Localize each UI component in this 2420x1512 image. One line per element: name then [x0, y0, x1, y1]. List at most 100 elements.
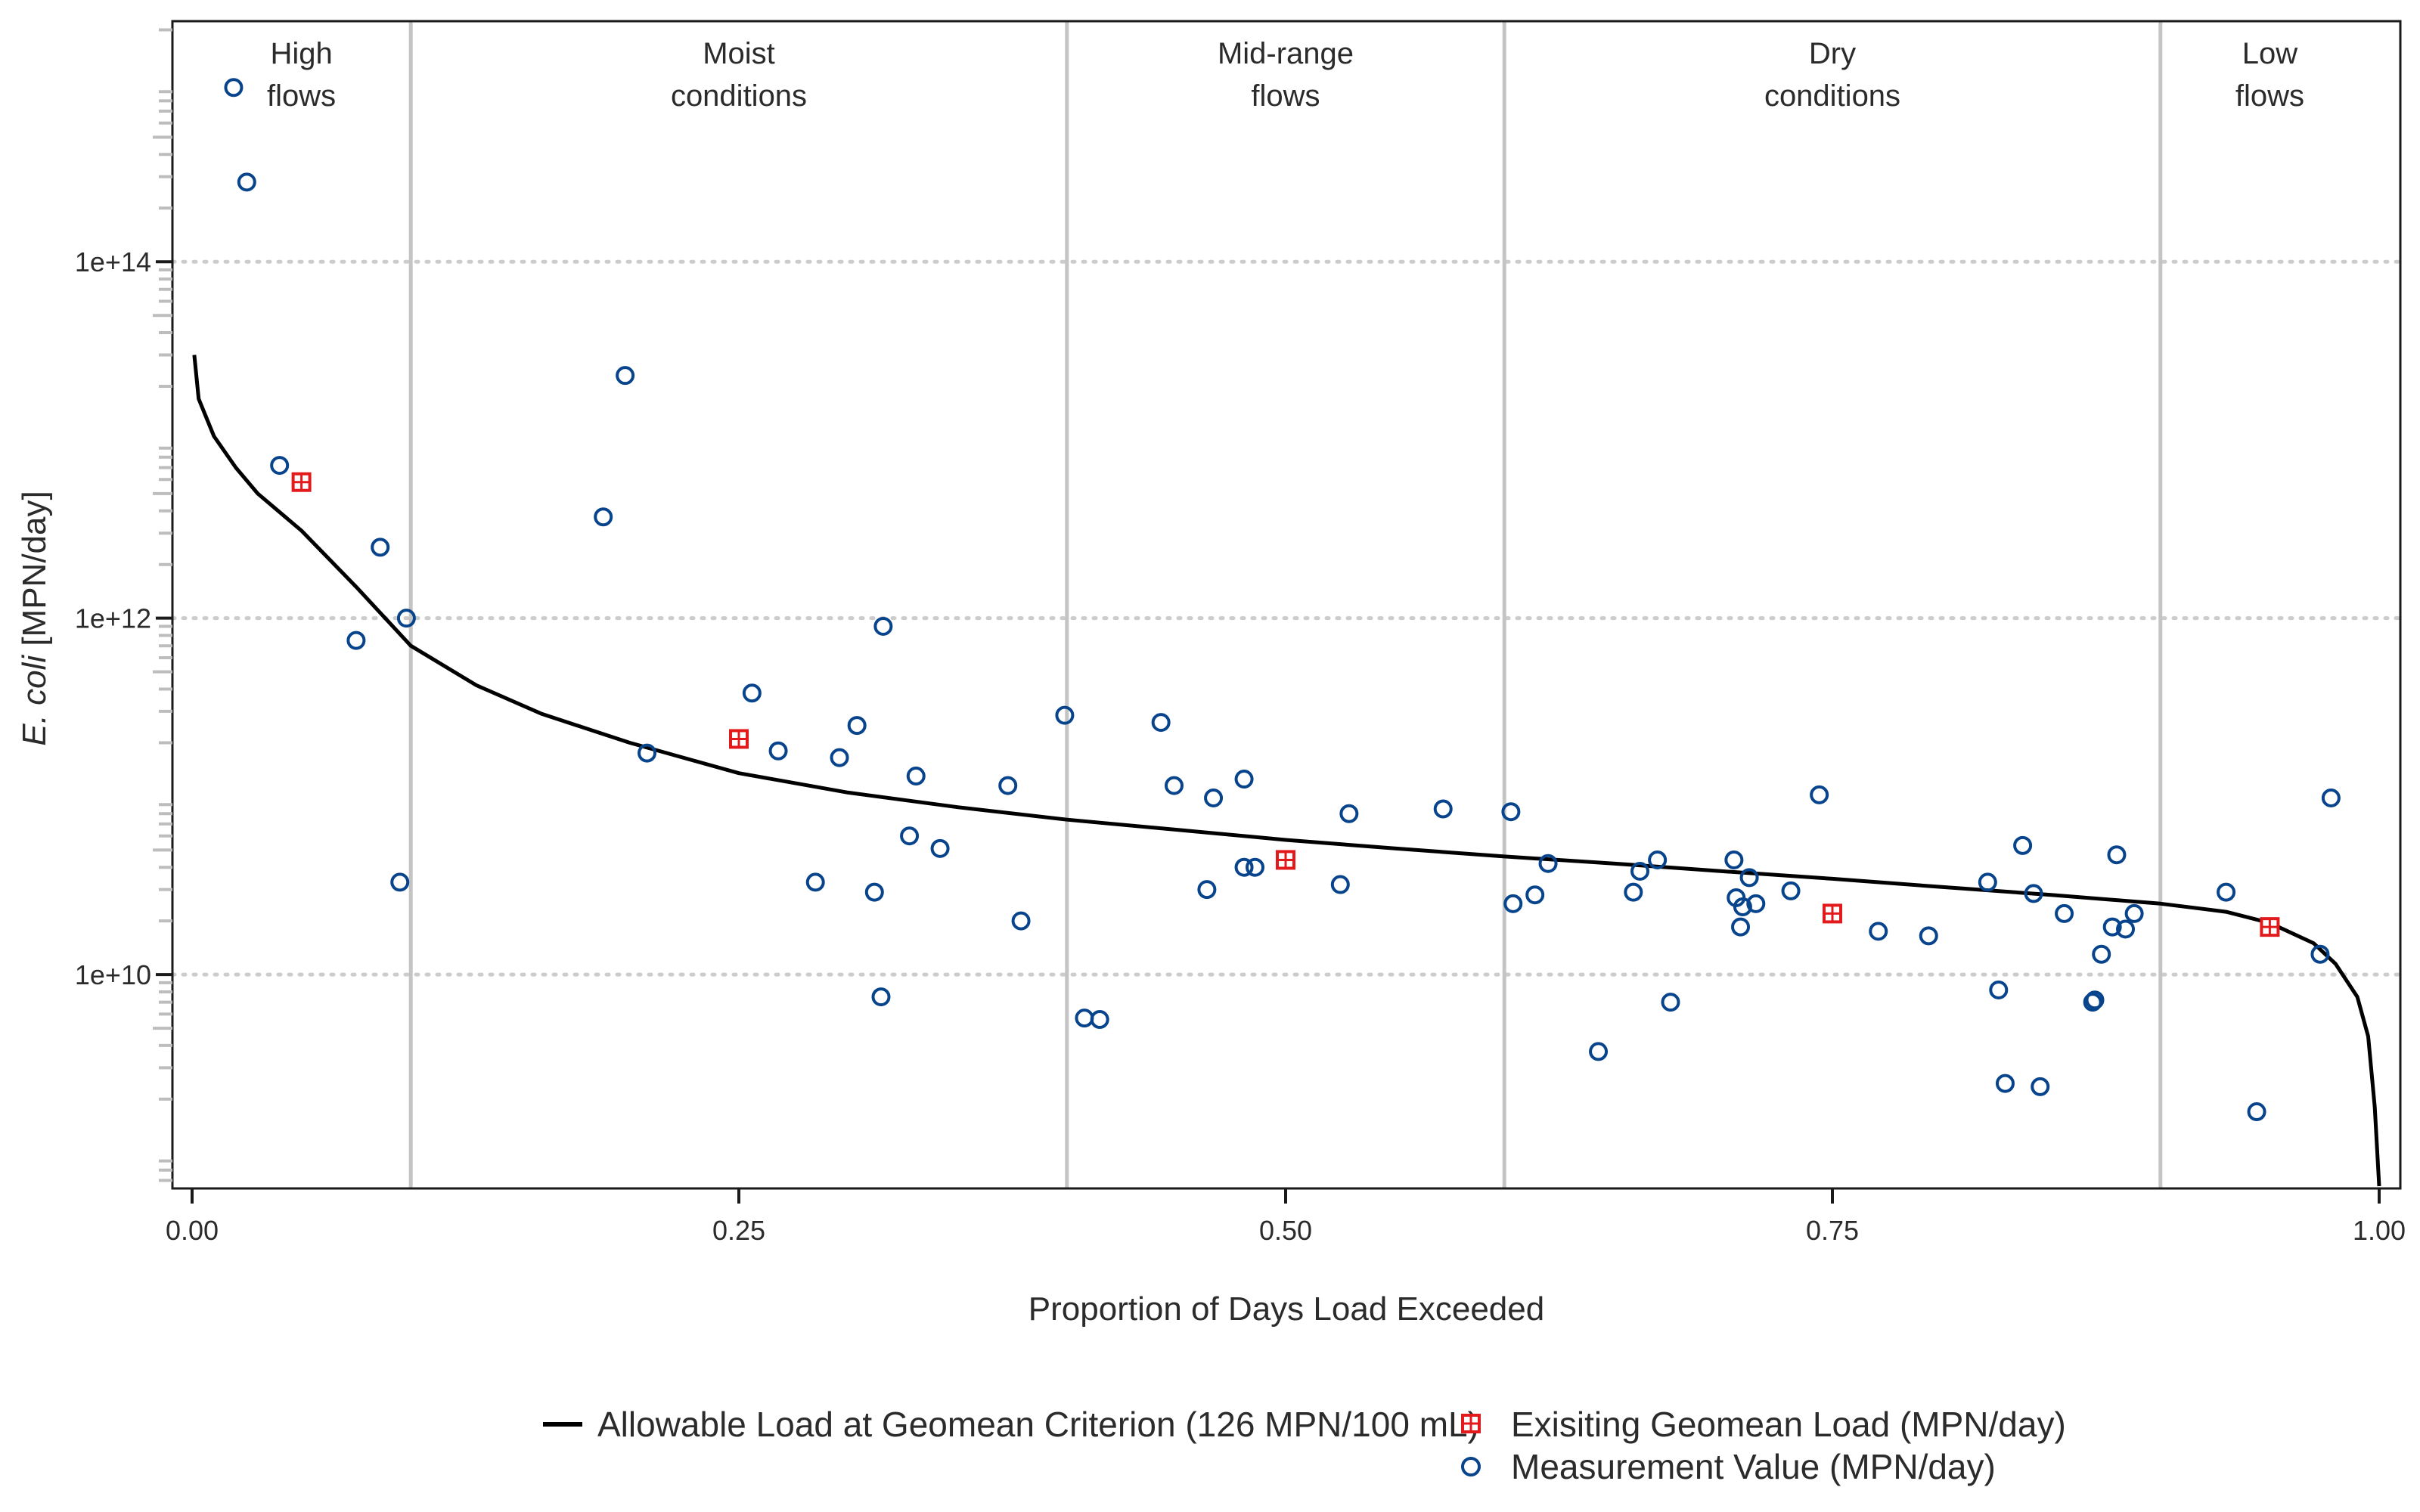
measurement-point	[1330, 875, 1350, 894]
flow-zone-label-line2: flows	[2235, 79, 2304, 113]
flow-zone-label-line2: conditions	[1764, 79, 1900, 113]
flow-zone-label-line2: flows	[1251, 79, 1320, 113]
measurement-point	[2124, 903, 2144, 923]
x-tick-label: 0.50	[1259, 1215, 1312, 1246]
legend-square-swatch	[1461, 1414, 1481, 1433]
measurement-point	[2092, 944, 2111, 964]
measurement-point	[1151, 713, 1171, 733]
measurement-point	[1731, 917, 1751, 937]
flow-zone-label: Mid-range flows	[1218, 37, 1354, 113]
measurement-point	[847, 716, 867, 736]
flow-zone-label: Moist conditions	[671, 37, 807, 113]
geomean-marker	[1823, 903, 1842, 924]
measurement-point	[864, 882, 884, 902]
geomean-marker	[729, 729, 749, 749]
legend: Allowable Load at Geomean Criterion (126…	[543, 1405, 2066, 1486]
measurement-point	[1989, 980, 2009, 999]
measurement-point	[1246, 857, 1265, 877]
flow-zone-label-line2: conditions	[671, 79, 807, 113]
x-tick-label: 0.25	[712, 1215, 765, 1246]
flow-zone-label-line1: High	[270, 37, 332, 70]
measurement-point	[2024, 884, 2043, 903]
measurement-point	[2102, 917, 2122, 937]
measurement-point	[906, 767, 926, 786]
flow-zone-label: Low flows	[2235, 37, 2304, 113]
measurement-point	[2085, 990, 2105, 1010]
measurement-point	[1234, 857, 1254, 877]
measurement-point	[2217, 882, 2236, 902]
y-tick-label: 1e+12	[75, 603, 151, 634]
measurement-point	[1503, 894, 1523, 913]
legend-label-measurement: Measurement Value (MPN/day)	[1511, 1447, 1996, 1486]
flow-zone-label-line1: Moist	[703, 37, 775, 70]
x-axis-title: Proportion of Days Load Exceeded	[1028, 1290, 1544, 1328]
measurement-point	[1589, 1042, 1609, 1061]
plot-area: High flows Moist conditions Mid-range flows Dr…	[170, 21, 2403, 1188]
legend-label-existing-geomean: Exisiting Geomean Load (MPN/day)	[1511, 1405, 2066, 1444]
measurement-point	[1995, 1074, 2015, 1093]
geomean-marker	[1276, 850, 1295, 870]
measurement-point	[2083, 993, 2102, 1012]
measurement-point	[1661, 993, 1680, 1012]
legend-circle-swatch	[1461, 1457, 1481, 1476]
geomean-marker	[291, 472, 312, 492]
measurement-point	[930, 838, 950, 858]
measurement-point	[390, 872, 410, 892]
measurement-point	[594, 507, 613, 527]
measurement-point	[2031, 1077, 2050, 1096]
measurement-point	[1501, 802, 1521, 822]
measurement-point	[900, 826, 920, 846]
measurement-point	[1746, 894, 1766, 913]
allowable-load-curve	[192, 355, 2381, 1187]
flow-zone-label-line1: Low	[2242, 37, 2297, 70]
measurement-point	[2013, 835, 2033, 855]
measurement-point	[1165, 776, 1184, 795]
flow-zone-label-line1: Dry	[1809, 37, 1856, 70]
measurement-point	[1648, 850, 1668, 869]
measurement-point	[638, 743, 657, 763]
measurement-point	[1810, 785, 1829, 804]
measurement-point	[1011, 911, 1031, 931]
measurement-point	[2107, 845, 2127, 865]
y-tick-label: 1e+10	[75, 959, 151, 990]
measurement-point	[1525, 885, 1545, 905]
x-tick-label: 0.00	[166, 1215, 219, 1246]
measurement-point	[871, 987, 891, 1007]
measurement-point	[1630, 861, 1650, 881]
y-tick-label: 1e+14	[75, 246, 151, 277]
measurement-point	[805, 872, 825, 892]
measurement-point	[1538, 854, 1558, 873]
measurement-point	[2321, 788, 2341, 807]
measurement-point	[1234, 770, 1254, 789]
measurement-point	[1781, 881, 1801, 900]
measurement-point	[1090, 1009, 1109, 1029]
flow-zone-label-line2: flows	[267, 79, 336, 113]
measurement-point	[1204, 788, 1224, 807]
measurement-point	[768, 741, 788, 761]
axes: 1e+10 1e+12 1e+14 0.00 0.25 0.50 0.75 1.00	[75, 20, 2406, 1246]
measurement-point	[1339, 804, 1359, 823]
measurement-point	[2247, 1102, 2266, 1122]
flow-zone-label: Dry conditions	[1764, 37, 1900, 113]
measurement-point	[1919, 926, 1938, 946]
measurement-point	[371, 538, 390, 557]
measurement-point	[742, 683, 762, 703]
legend-label-allowable-load: Allowable Load at Geomean Criterion (126…	[597, 1405, 1479, 1444]
measurement-point	[873, 616, 893, 636]
measurement-point	[1978, 872, 1997, 892]
flow-zone-label: High flows	[267, 37, 336, 113]
x-tick-label: 0.75	[1806, 1215, 1859, 1246]
y-axis-title-italic: E. coli	[16, 655, 53, 746]
measurement-point	[1197, 880, 1217, 900]
y-axis-title-unit: [MPN/day]	[16, 491, 53, 655]
measurement-point	[270, 456, 290, 476]
measurement-point	[396, 609, 416, 628]
geomean-marker	[2260, 917, 2280, 937]
measurement-point	[830, 748, 849, 767]
measurement-point	[224, 78, 244, 98]
measurement-point	[1869, 922, 1888, 941]
measurement-point	[998, 776, 1018, 795]
measurement-point	[1724, 850, 1744, 869]
